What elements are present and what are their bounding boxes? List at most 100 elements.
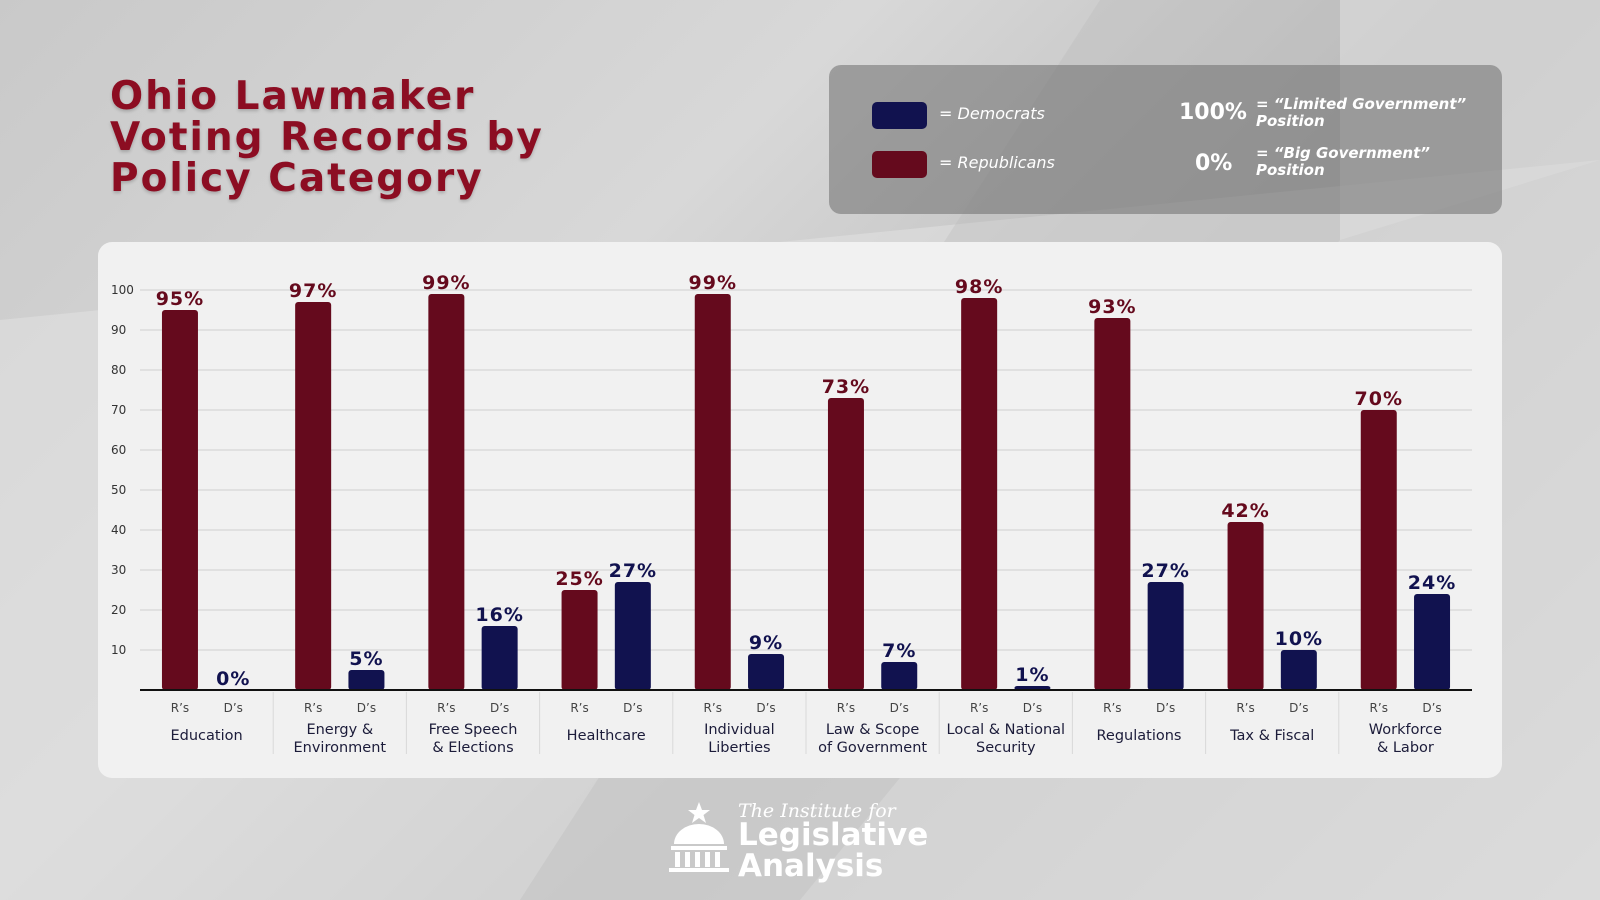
data-label-republicans: 97% <box>289 280 337 302</box>
sub-label-r: R’s <box>1103 701 1121 715</box>
category-label: & Labor <box>1377 740 1434 756</box>
bar-republicans <box>428 294 465 690</box>
chart-panel: 10 20 30 40 50 60 70 80 90 100 95% 0% R’s D’s Educatio… <box>98 242 1502 778</box>
y-tick-label: 80 <box>111 363 126 377</box>
sub-label-d: D’s <box>490 701 509 715</box>
sub-label-r: R’s <box>1236 701 1254 715</box>
data-label-republicans: 98% <box>955 276 1003 298</box>
footer-logo: The Institute for Legislative Analysis <box>668 800 948 884</box>
category-label: Education <box>170 728 242 744</box>
data-label-republicans: 73% <box>822 376 870 398</box>
chart-title: Ohio Lawmaker Voting Records by Policy C… <box>110 74 544 201</box>
sub-label-d: D’s <box>357 701 376 715</box>
bar-chart: 10 20 30 40 50 60 70 80 90 100 95% 0% R’s D’s Educatio… <box>111 272 1472 756</box>
bar-democrats <box>748 654 785 690</box>
category-label: Individual <box>704 722 775 738</box>
bar-democrats <box>1414 594 1451 690</box>
limited-gov-value: 100% <box>1179 100 1247 125</box>
category-label: Environment <box>294 740 387 756</box>
y-tick-label: 30 <box>111 563 126 577</box>
category-label: Healthcare <box>567 728 646 744</box>
category-label: Liberties <box>708 740 770 756</box>
bar-republicans <box>827 398 864 690</box>
category-label: Energy & <box>306 722 373 738</box>
bar-republicans <box>295 302 332 690</box>
bar-democrats <box>1280 650 1317 690</box>
sub-label-r: R’s <box>837 701 855 715</box>
data-label-democrats: 5% <box>349 648 383 670</box>
data-label-democrats: 24% <box>1408 572 1456 594</box>
category-label: Local & National <box>947 722 1066 738</box>
bar-republicans <box>694 294 731 690</box>
category-label: Security <box>976 740 1036 756</box>
legend: = Democrats = Republicans 100% = “Limite… <box>829 65 1502 214</box>
sub-label-d: D’s <box>890 701 909 715</box>
category-label: of Government <box>818 740 927 756</box>
category-label: Free Speech <box>429 722 518 738</box>
sub-label-d: D’s <box>1023 701 1042 715</box>
y-tick-label: 40 <box>111 523 126 537</box>
data-label-democrats: 10% <box>1275 628 1323 650</box>
data-label-democrats: 27% <box>609 560 657 582</box>
sub-label-r: R’s <box>1370 701 1388 715</box>
sub-label-d: D’s <box>224 701 243 715</box>
data-label-republicans: 70% <box>1355 388 1403 410</box>
category-label: Tax & Fiscal <box>1229 728 1314 744</box>
sub-label-r: R’s <box>171 701 189 715</box>
y-tick-label: 50 <box>111 483 126 497</box>
sub-label-r: R’s <box>437 701 455 715</box>
bar-democrats <box>348 670 385 690</box>
bar-republicans <box>1094 318 1131 690</box>
data-label-republicans: 99% <box>422 272 470 294</box>
bar-republicans <box>1227 522 1264 690</box>
y-tick-label: 100 <box>111 283 134 297</box>
y-tick-label: 60 <box>111 443 126 457</box>
footer-line-2: Legislative Analysis <box>738 817 929 884</box>
bar-republicans <box>961 298 998 690</box>
sub-label-d: D’s <box>756 701 775 715</box>
y-tick-label: 10 <box>111 643 126 657</box>
republicans-swatch <box>872 151 927 178</box>
limited-gov-desc: = “Limited Government” Position <box>1256 95 1467 130</box>
big-gov-value: 0% <box>1195 151 1233 176</box>
democrats-swatch <box>872 102 927 129</box>
republicans-legend-label: = Republicans <box>939 153 1055 172</box>
sub-label-d: D’s <box>1289 701 1308 715</box>
category-label: Law & Scope <box>826 722 920 738</box>
bar-democrats <box>1147 582 1184 690</box>
data-label-democrats: 9% <box>749 632 783 654</box>
data-label-democrats: 7% <box>882 640 916 662</box>
bar-democrats <box>881 662 918 690</box>
data-label-democrats: 1% <box>1015 664 1049 686</box>
data-label-republicans: 25% <box>555 568 603 590</box>
category-label: Regulations <box>1097 728 1182 744</box>
capitol-logo-icon <box>669 802 729 872</box>
y-tick-label: 70 <box>111 403 126 417</box>
democrats-legend-label: = Democrats <box>939 104 1045 123</box>
sub-label-r: R’s <box>970 701 988 715</box>
y-tick-label: 20 <box>111 603 126 617</box>
data-label-democrats: 27% <box>1141 560 1189 582</box>
sub-label-r: R’s <box>704 701 722 715</box>
bar-democrats <box>614 582 651 690</box>
bar-democrats <box>481 626 518 690</box>
footer-line-1: The Institute for <box>738 800 896 822</box>
bar-republicans <box>561 590 598 690</box>
big-gov-desc: = “Big Government” Position <box>1256 144 1430 179</box>
data-label-democrats: 16% <box>475 604 523 626</box>
data-label-republicans: 42% <box>1221 500 1269 522</box>
bar-republicans <box>161 310 198 690</box>
data-label-republicans: 99% <box>689 272 737 294</box>
sub-label-r: R’s <box>304 701 322 715</box>
data-label-republicans: 93% <box>1088 296 1136 318</box>
y-tick-label: 90 <box>111 323 126 337</box>
data-label-democrats: 0% <box>216 668 250 690</box>
sub-label-r: R’s <box>570 701 588 715</box>
sub-label-d: D’s <box>623 701 642 715</box>
bar-republicans <box>1360 410 1397 690</box>
data-label-republicans: 95% <box>156 288 204 310</box>
sub-label-d: D’s <box>1156 701 1175 715</box>
category-label: & Elections <box>432 740 513 756</box>
category-label: Workforce <box>1369 722 1442 738</box>
sub-label-d: D’s <box>1422 701 1441 715</box>
